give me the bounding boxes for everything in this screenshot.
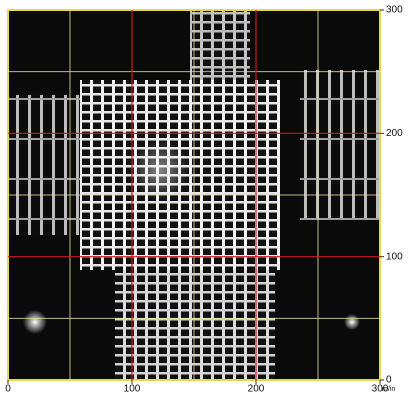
texture	[115, 230, 275, 380]
x-tick-label: 0	[5, 384, 11, 395]
texture	[300, 70, 380, 220]
bright-spot	[344, 314, 360, 330]
x-tick-label: 200	[248, 384, 265, 395]
x-unit-label: m/in	[382, 386, 395, 393]
y-tick-label: 0	[386, 375, 392, 386]
y-tick-label: 100	[386, 251, 403, 262]
bright-spot	[130, 140, 190, 200]
texture	[190, 10, 250, 90]
y-tick-label: 200	[386, 128, 403, 139]
y-tick-label: 300	[386, 5, 403, 16]
x-tick-label: 100	[124, 384, 141, 395]
bright-spot	[23, 310, 47, 334]
image-plot: 01002003000100200300m/in	[0, 0, 410, 396]
